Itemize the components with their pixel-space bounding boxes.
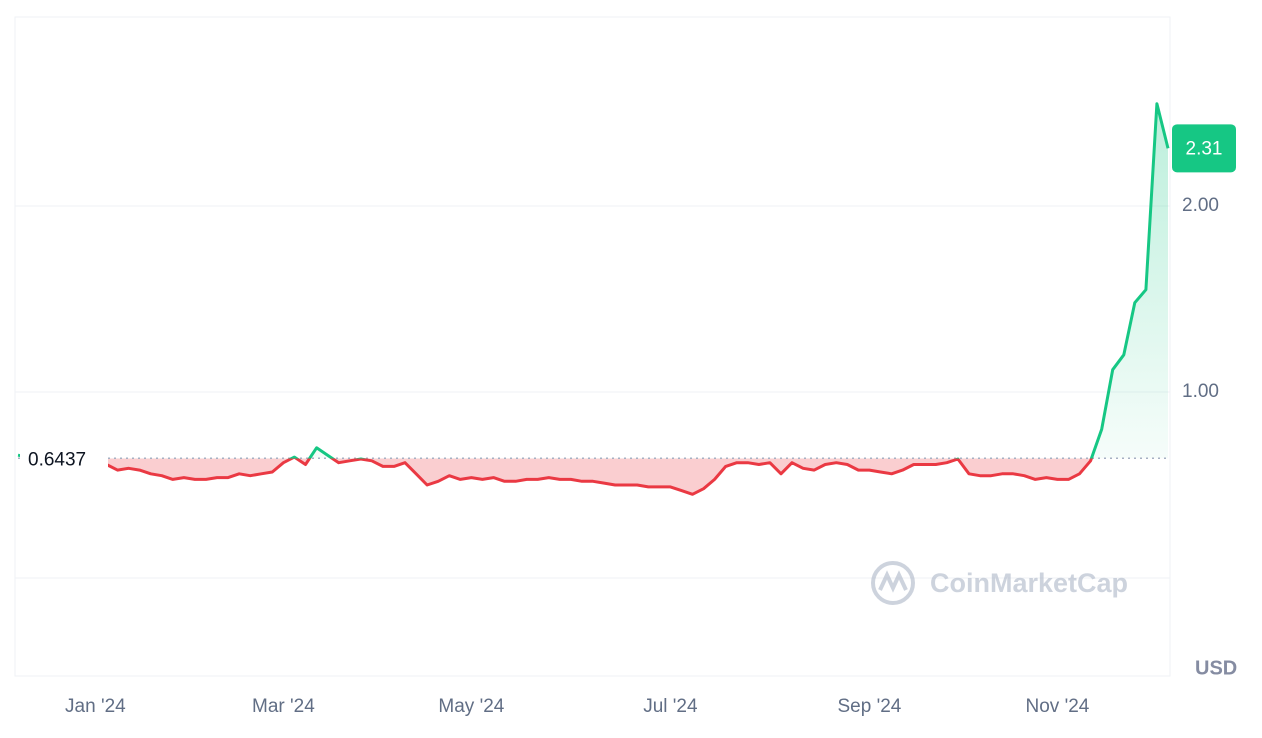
x-tick-label: Mar '24 <box>252 696 315 717</box>
baseline-label-bg <box>20 444 108 473</box>
watermark-logo <box>871 561 915 605</box>
x-tick-label: Sep '24 <box>838 696 902 717</box>
watermark-logo-mark <box>878 570 908 593</box>
plot-frame <box>14 16 1171 677</box>
price-line <box>17 102 1170 496</box>
price-badge-label: 2.31 <box>1186 138 1223 159</box>
x-tick-label: Jan '24 <box>65 696 126 717</box>
area-fill <box>18 103 1168 495</box>
x-tick-label: May '24 <box>438 696 504 717</box>
x-tick-label: Jul '24 <box>643 696 698 717</box>
unit-label: USD <box>1195 657 1237 679</box>
y-tick-label: 2.00 <box>1182 195 1219 216</box>
watermark: CoinMarketCap <box>871 561 1128 605</box>
watermark-text: CoinMarketCap <box>930 568 1128 598</box>
baseline-label: 0.6437 <box>28 449 86 470</box>
price-badge <box>1172 124 1236 173</box>
x-tick-label: Nov '24 <box>1026 696 1090 717</box>
y-tick-label: 1.00 <box>1182 381 1219 402</box>
